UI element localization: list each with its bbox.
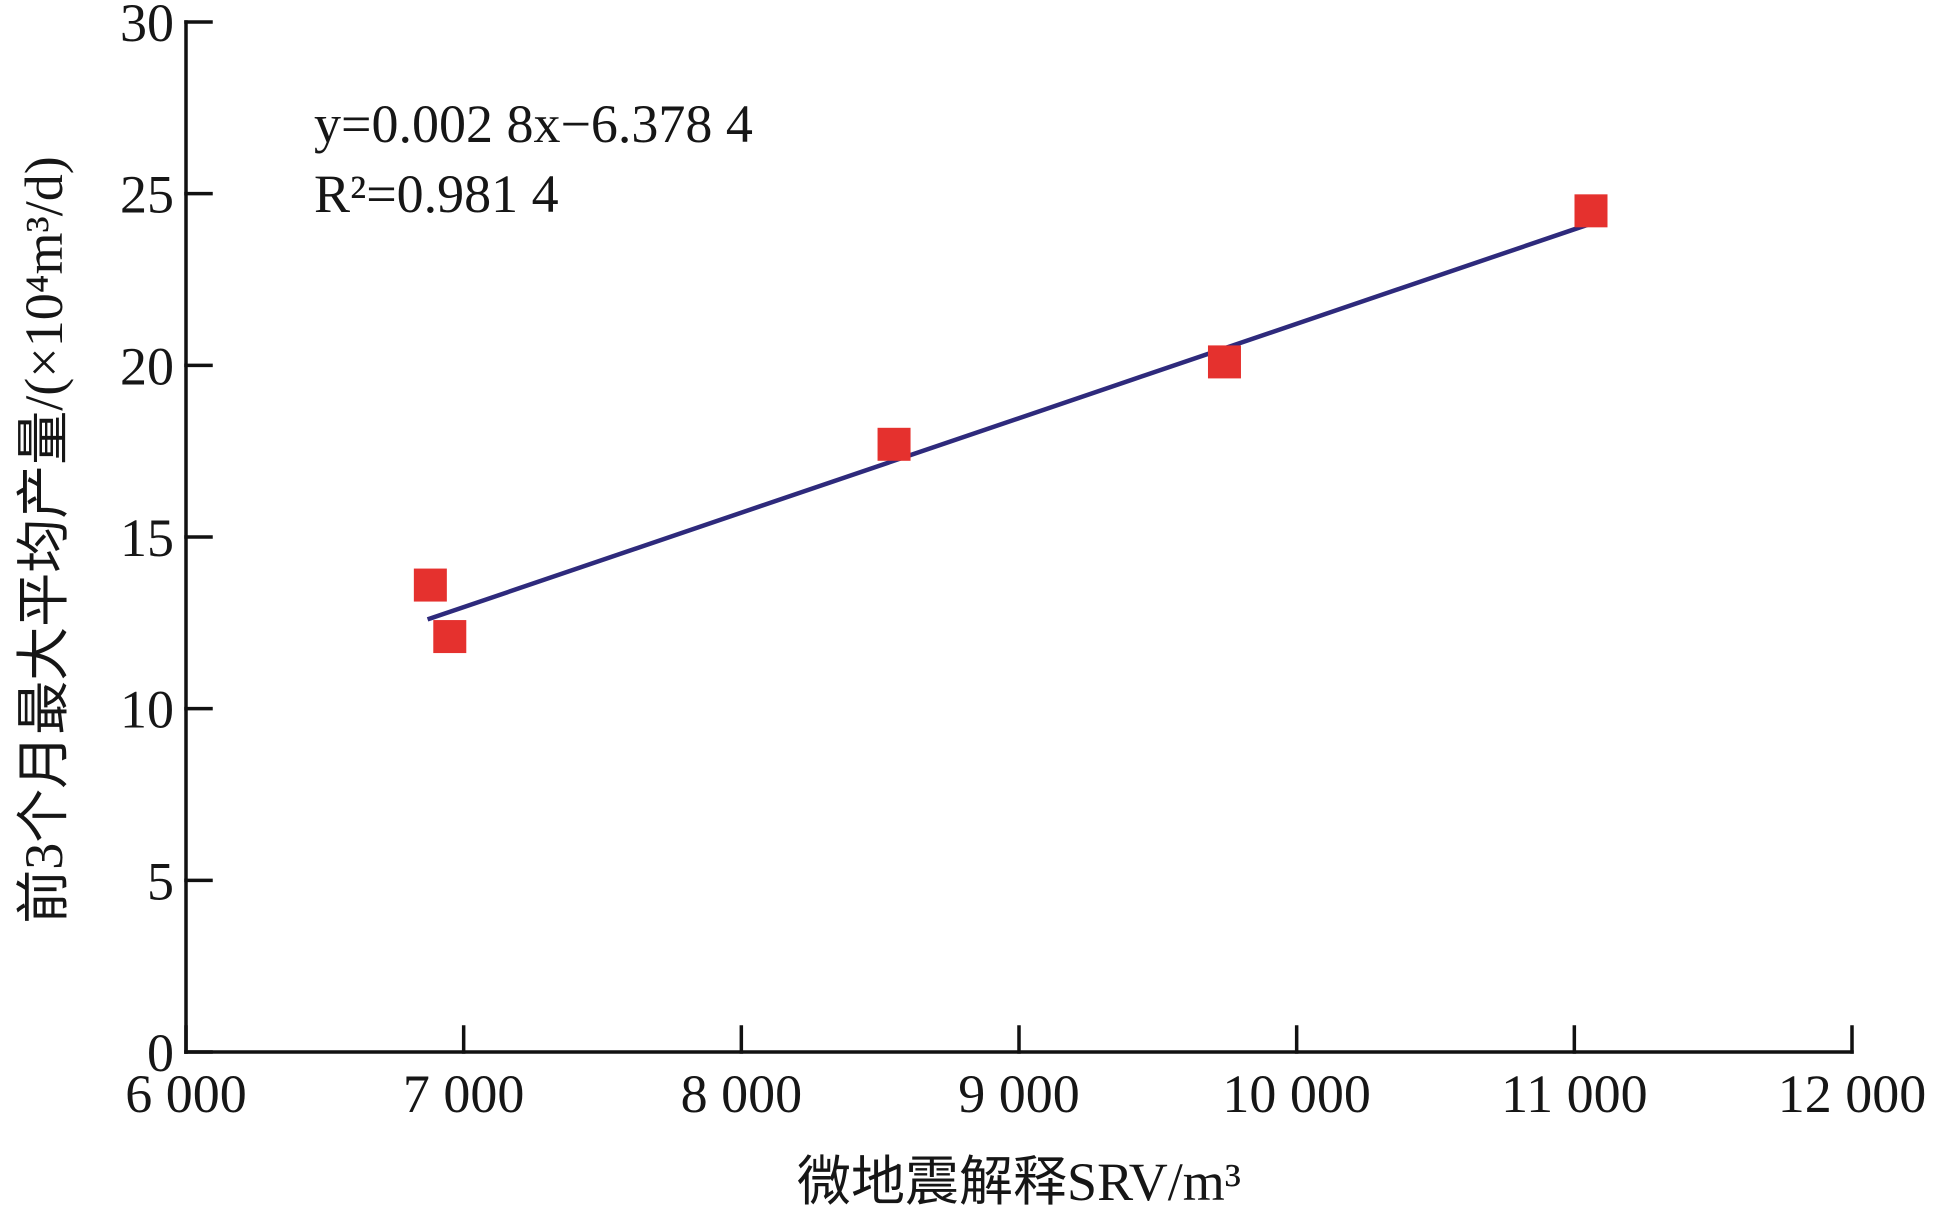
data-point — [1207, 345, 1241, 379]
x-tick-label: 11 000 — [1501, 1064, 1648, 1124]
x-tick-label: 8 000 — [681, 1064, 803, 1124]
r-squared-label: R²=0.981 4 — [314, 164, 559, 224]
y-tick-label: 15 — [120, 508, 174, 568]
data-point — [413, 568, 447, 602]
y-tick-label: 30 — [120, 0, 174, 53]
ticks: 6 000 7 000 8 000 9 000 10 000 11 000 12 000 0 5… — [120, 0, 1926, 1124]
x-tick-label: 6 000 — [125, 1064, 247, 1124]
data-point — [433, 620, 467, 654]
x-tick-label: 12 000 — [1778, 1064, 1927, 1124]
y-tick-label: 25 — [120, 165, 174, 225]
x-axis-label: 微地震解释SRV/m³ — [797, 1152, 1241, 1212]
x-tick-label: 9 000 — [958, 1064, 1080, 1124]
y-tick-label: 0 — [147, 1023, 174, 1083]
data-points-layer — [413, 194, 1608, 654]
y-tick-label: 20 — [120, 336, 174, 396]
data-point — [877, 427, 911, 461]
trend-line-layer — [426, 222, 1589, 622]
equation-label: y=0.002 8x−6.378 4 — [314, 94, 753, 154]
y-axis-label: 前3个月最大平均产量/(×10⁴m³/d) — [14, 156, 74, 923]
y-tick-label: 10 — [120, 680, 174, 740]
trend-line — [426, 222, 1589, 622]
x-tick-label: 7 000 — [403, 1064, 525, 1124]
data-point — [1574, 194, 1608, 228]
y-tick-label: 5 — [147, 851, 174, 911]
x-tick-label: 10 000 — [1222, 1064, 1371, 1124]
